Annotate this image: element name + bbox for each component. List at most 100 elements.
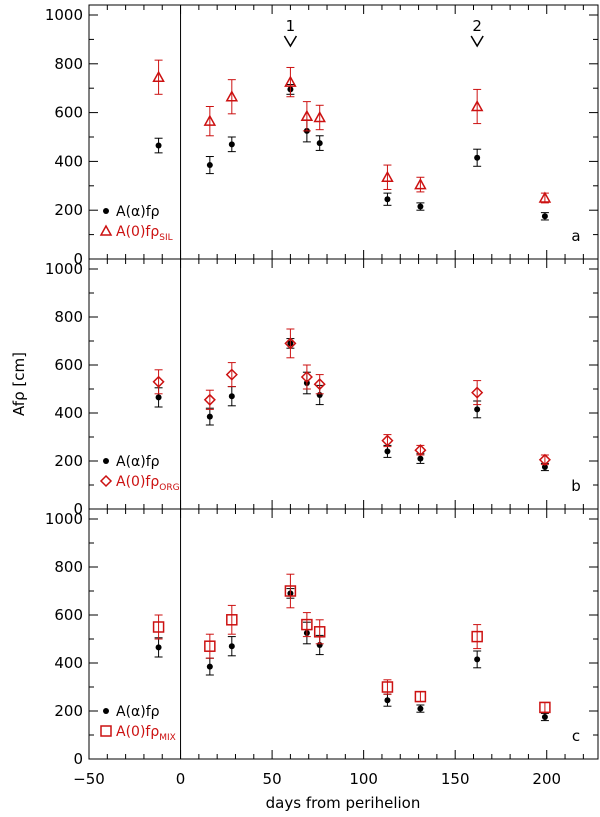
data-point xyxy=(414,178,427,190)
panel-label: a xyxy=(571,227,580,245)
panel-c: 0 200 400 600 800 1000 −50 0 50 100 150 200 A(α)fρ A(… xyxy=(45,508,599,788)
data-point xyxy=(414,690,427,703)
data-point xyxy=(225,90,239,102)
data-point xyxy=(541,464,548,470)
data-point xyxy=(226,614,238,626)
y-tick-label: 0 xyxy=(73,500,83,518)
data-point xyxy=(206,663,213,670)
y-tick-label: 1000 xyxy=(45,6,83,24)
y-tick-label: 200 xyxy=(54,702,83,720)
x-axis-label: days from perihelion xyxy=(266,794,421,812)
data-point xyxy=(316,140,323,147)
legend-entry: A(α)fρ xyxy=(116,454,160,470)
y-axis-label: Afρ [cm] xyxy=(10,352,28,416)
data-point xyxy=(538,453,551,466)
data-point xyxy=(284,75,297,87)
y-tick-label: 400 xyxy=(54,404,83,422)
event-marker-arrow xyxy=(283,35,298,48)
series-circle xyxy=(154,84,549,221)
y-tick-label: 0 xyxy=(73,750,83,768)
data-point xyxy=(203,114,217,126)
data-point xyxy=(284,585,297,597)
x-tick-label: 150 xyxy=(441,770,470,788)
legend-marker xyxy=(99,474,113,488)
y-tick-label: 800 xyxy=(54,308,83,326)
panel-label: b xyxy=(571,477,581,495)
x-tick-label: 100 xyxy=(349,770,378,788)
data-point xyxy=(206,413,213,420)
panel-a: 0 200 400 600 800 1000 1 2 A(α)fρ A(0)fρSIL a xyxy=(45,4,599,268)
legend-entry: A(α)fρ xyxy=(116,704,160,720)
data-point xyxy=(474,154,481,161)
data-point xyxy=(152,70,165,82)
series-square xyxy=(152,573,551,714)
y-tick-label: 0 xyxy=(73,250,83,268)
data-point xyxy=(203,393,216,406)
data-point xyxy=(381,170,394,183)
data-point xyxy=(541,213,548,220)
series-triangle xyxy=(152,59,552,204)
data-point xyxy=(414,444,427,457)
y-tick-label: 200 xyxy=(54,201,83,219)
data-point xyxy=(152,375,165,388)
data-point xyxy=(155,142,162,149)
data-point xyxy=(471,630,483,643)
data-point xyxy=(538,191,552,203)
y-tick-label: 600 xyxy=(54,104,83,122)
panel-frame xyxy=(88,508,599,760)
data-point xyxy=(384,448,391,455)
data-point xyxy=(541,714,548,720)
data-point xyxy=(417,455,424,462)
data-point xyxy=(313,626,326,638)
x-tick-label: 50 xyxy=(263,770,282,788)
data-point xyxy=(384,196,391,203)
data-point xyxy=(204,640,216,652)
event-marker-label: 2 xyxy=(472,17,482,35)
y-tick-label: 200 xyxy=(54,452,83,470)
x-tick-label: 200 xyxy=(532,770,561,788)
x-tick-label: 0 xyxy=(176,770,186,788)
data-point xyxy=(228,393,235,400)
panel-b: 0 200 400 600 800 1000 A(α)fρ A(0)fρORG b xyxy=(45,258,599,518)
data-point xyxy=(474,406,481,413)
event-marker-label: 1 xyxy=(286,17,296,35)
event-marker-arrow xyxy=(470,35,484,48)
y-tick-label: 800 xyxy=(54,558,83,576)
data-point xyxy=(300,109,314,122)
y-tick-label: 400 xyxy=(54,654,83,672)
data-point xyxy=(381,681,394,693)
data-point xyxy=(417,705,424,712)
series-diamond xyxy=(152,328,551,466)
data-point xyxy=(470,99,484,112)
data-point xyxy=(225,368,238,381)
y-tick-label: 800 xyxy=(54,55,83,73)
data-point xyxy=(313,110,326,123)
data-point xyxy=(206,162,213,169)
data-point xyxy=(155,644,162,651)
y-tick-label: 400 xyxy=(54,152,83,170)
data-point xyxy=(228,643,235,650)
data-point xyxy=(301,618,313,631)
data-point xyxy=(384,697,391,704)
data-point xyxy=(471,386,484,399)
data-point xyxy=(152,621,165,633)
panel-label: c xyxy=(572,727,580,745)
legend-marker xyxy=(103,708,109,714)
data-point xyxy=(155,394,162,401)
legend-marker xyxy=(103,458,109,464)
y-tick-label: 600 xyxy=(54,356,83,374)
x-tick-label: −50 xyxy=(73,770,105,788)
data-point xyxy=(539,701,551,714)
legend-entry: A(0)fρMIX xyxy=(116,724,176,743)
legend-marker xyxy=(103,208,109,214)
legend-entry: A(α)fρ xyxy=(116,204,160,220)
legend-entry: A(0)fρORG xyxy=(116,474,180,493)
data-point xyxy=(474,656,481,663)
legend-marker xyxy=(99,224,113,236)
data-point xyxy=(417,203,424,210)
data-point xyxy=(300,370,313,384)
y-tick-label: 1000 xyxy=(45,510,83,528)
data-point xyxy=(381,434,394,447)
y-tick-label: 1000 xyxy=(45,260,83,278)
